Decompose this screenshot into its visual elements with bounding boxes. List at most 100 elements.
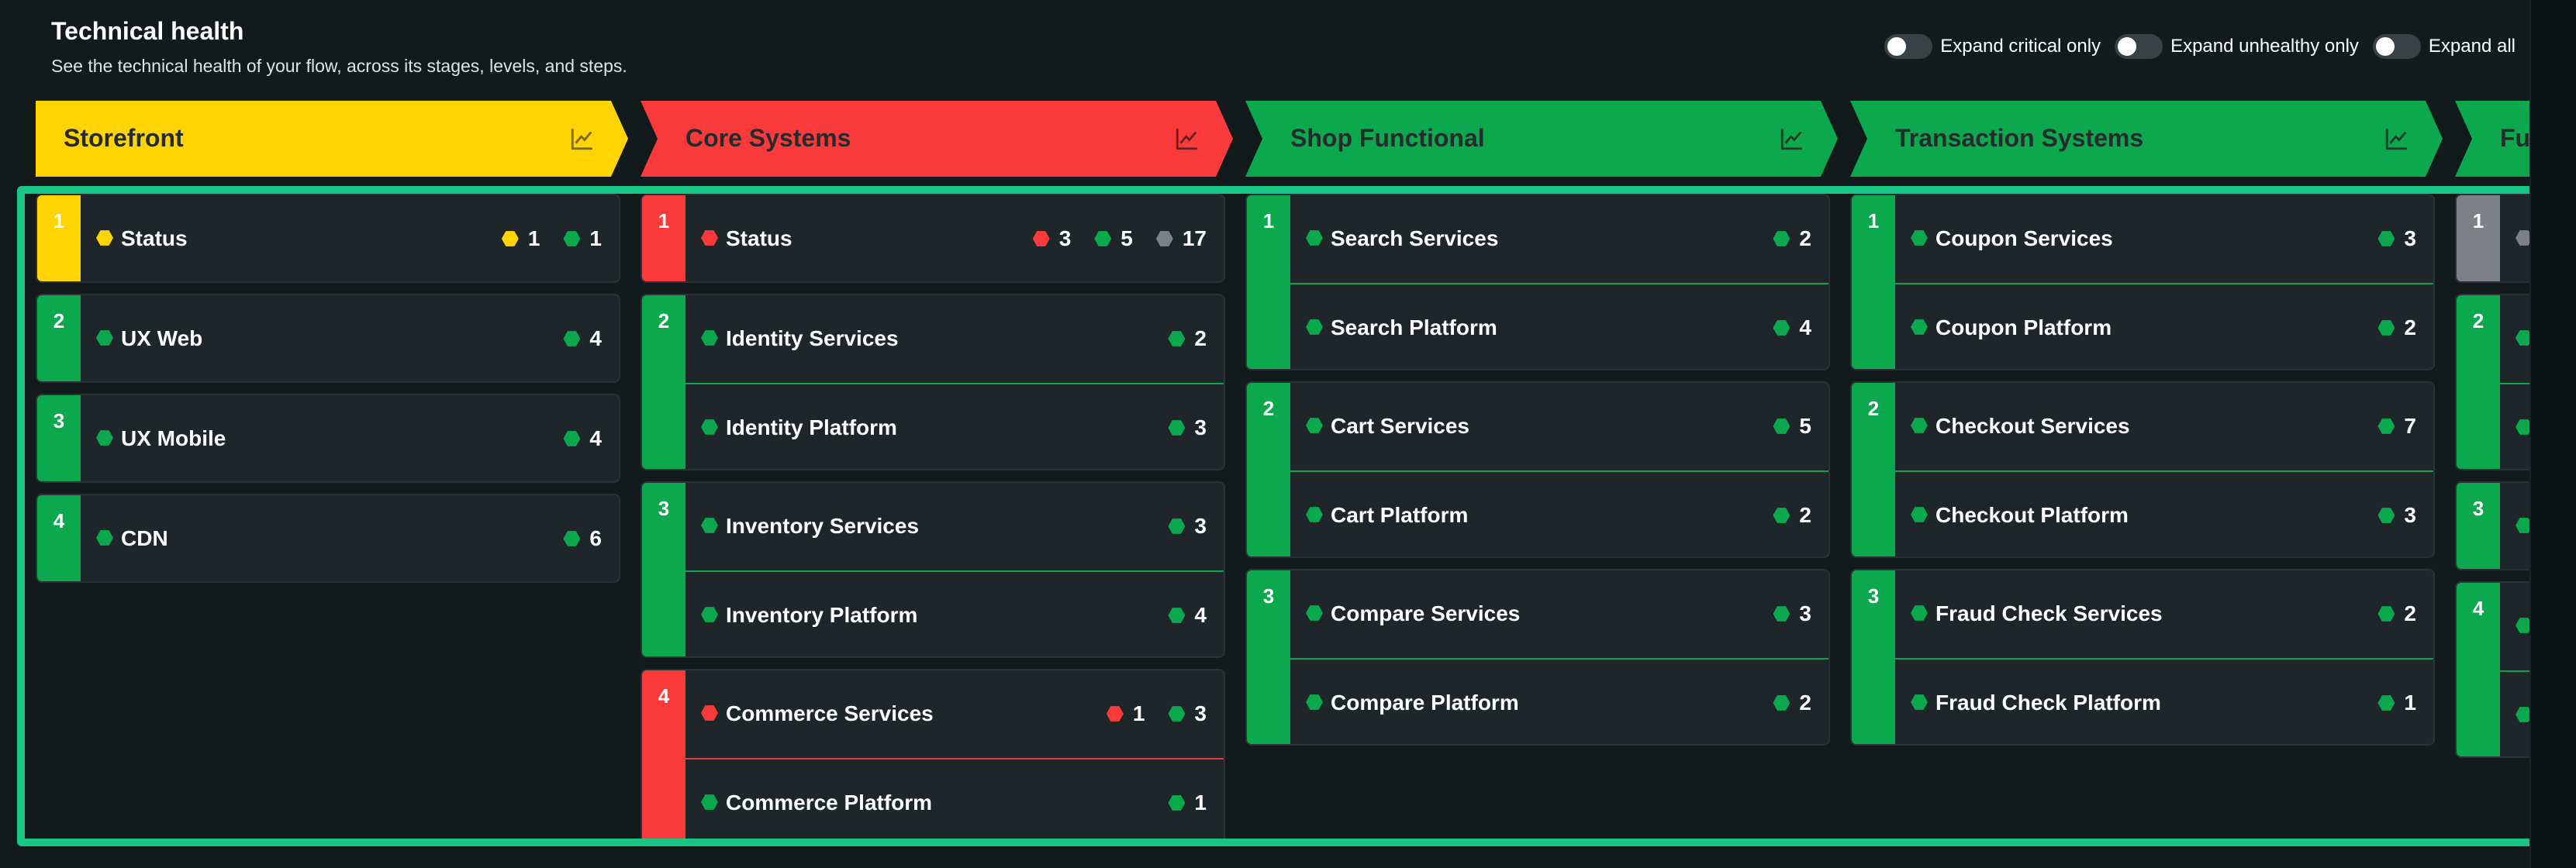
step-row-inventory-services[interactable]: Inventory Services 3 (685, 483, 1224, 569)
step-row-compare-services[interactable]: Compare Services 3 (1290, 570, 1828, 656)
status-counts: 1 (2354, 691, 2416, 715)
scrollbar-track[interactable] (2529, 0, 2576, 868)
level-card[interactable]: 1 Status 3 5 17 (641, 194, 1225, 283)
step-name: CDN (121, 526, 168, 550)
line-chart-icon[interactable] (2384, 126, 2410, 152)
step-row-step[interactable] (2500, 670, 2529, 756)
level-card[interactable]: 1 Search Services 2 Search Platform 4 (1245, 194, 1830, 370)
level-card[interactable]: 4 (2455, 581, 2529, 758)
level-card[interactable]: 3 Compare Services 3 Compare Platform 2 (1245, 569, 1830, 746)
step-name: Compare Services (1331, 601, 1521, 625)
status-hexagon-icon (1306, 319, 1323, 335)
stage-header-fulfi[interactable]: Fulfi (2455, 101, 2529, 177)
level-card[interactable]: 3 Inventory Services 3 Inventory Platform 4 (641, 481, 1225, 658)
step-row-commerce-services[interactable]: Commerce Services 1 3 (685, 670, 1224, 756)
stage-header-storefront[interactable]: Storefront (36, 101, 628, 177)
level-card[interactable]: 2 Identity Services 2 Identity Platform 3 (641, 294, 1225, 470)
stage-name: Transaction Systems (1895, 124, 2144, 152)
toggle-expand-all[interactable]: Expand all (2372, 34, 2516, 59)
step-row-fraud-check-services[interactable]: Fraud Check Services 2 (1895, 570, 2433, 656)
step-row-identity-platform[interactable]: Identity Platform 3 (685, 383, 1224, 469)
line-chart-icon[interactable] (569, 126, 596, 152)
stage-name: Fulfi (2500, 124, 2529, 152)
step-row-cdn[interactable]: CDN 6 (81, 495, 619, 581)
level-card[interactable]: 3 UX Mobile 4 (36, 394, 620, 483)
step-row-status[interactable]: Status 3 5 17 (685, 195, 1224, 281)
toggle-switch-icon[interactable] (2115, 34, 2163, 59)
step-row-step[interactable] (2500, 483, 2529, 569)
level-card[interactable]: 2 UX Web 4 (36, 294, 620, 383)
status-hexagon-icon (1168, 518, 1186, 534)
level-number: 2 (642, 295, 685, 469)
status-hexagon-icon (2377, 508, 2395, 523)
step-row-step[interactable] (2500, 383, 2529, 469)
status-count-value: 1 (1132, 701, 1145, 725)
status-hexagon-icon (1773, 231, 1790, 246)
step-name: Identity Services (726, 326, 899, 350)
status-hexagon-icon (2516, 330, 2529, 346)
toggle-expand-critical[interactable]: Expand critical only (1884, 34, 2101, 59)
step-row-checkout-platform[interactable]: Checkout Platform 3 (1895, 470, 2433, 556)
stage-header-core-systems[interactable]: Core Systems (641, 101, 1233, 177)
level-card[interactable]: 2 Cart Services 5 Cart Platform 2 (1245, 381, 1830, 558)
level-card[interactable]: 1 (2455, 194, 2529, 283)
toggle-expand-unhealthy[interactable]: Expand unhealthy only (2115, 34, 2359, 59)
step-row-compare-platform[interactable]: Compare Platform 2 (1290, 658, 1828, 744)
status-count: 6 (563, 526, 602, 551)
line-chart-icon[interactable] (1174, 126, 1200, 152)
status-count: 17 (1155, 226, 1207, 251)
status-hexagon-icon (701, 330, 718, 346)
level-number: 2 (1852, 383, 1895, 556)
level-card[interactable]: 2 Checkout Services 7 Checkout Platform 3 (1850, 381, 2435, 558)
step-row-step[interactable] (2500, 195, 2529, 281)
status-count-value: 5 (1799, 414, 1811, 438)
stage-name: Shop Functional (1290, 124, 1485, 152)
level-card[interactable]: 3 (2455, 481, 2529, 570)
toggle-label: Expand unhealthy only (2170, 36, 2359, 57)
step-row-step[interactable] (2500, 295, 2529, 381)
step-row-cart-services[interactable]: Cart Services 5 (1290, 383, 1828, 469)
level-card[interactable]: 1 Coupon Services 3 Coupon Platform 2 (1850, 194, 2435, 370)
status-hexagon-icon (2516, 230, 2529, 246)
step-row-step[interactable] (2500, 583, 2529, 669)
status-count: 4 (1168, 603, 1207, 628)
stages-scroller[interactable]: Storefront 1 Status 1 1 2 UX Web 4 3 UX Mobile 4 4 C… (0, 101, 2529, 868)
toggle-switch-icon[interactable] (2372, 34, 2421, 59)
stage-header-transaction-systems[interactable]: Transaction Systems (1850, 101, 2443, 177)
level-card[interactable]: 2 (2455, 294, 2529, 470)
step-row-cart-platform[interactable]: Cart Platform 2 (1290, 470, 1828, 556)
status-hexagon-icon (501, 231, 519, 246)
step-row-coupon-services[interactable]: Coupon Services 3 (1895, 195, 2433, 281)
step-row-identity-services[interactable]: Identity Services 2 (685, 295, 1224, 381)
status-hexagon-icon (701, 607, 718, 622)
step-row-ux-mobile[interactable]: UX Mobile 4 (81, 395, 619, 481)
level-card[interactable]: 4 CDN 6 (36, 494, 620, 583)
line-chart-icon[interactable] (1779, 126, 1805, 152)
step-row-inventory-platform[interactable]: Inventory Platform 4 (685, 570, 1224, 656)
status-hexagon-icon (2377, 418, 2395, 434)
level-card[interactable]: 3 Fraud Check Services 2 Fraud Check Platfo… (1850, 569, 2435, 746)
status-count-value: 4 (589, 426, 602, 450)
step-row-search-services[interactable]: Search Services 2 (1290, 195, 1828, 281)
step-row-search-platform[interactable]: Search Platform 4 (1290, 283, 1828, 369)
step-row-ux-web[interactable]: UX Web 4 (81, 295, 619, 381)
level-card[interactable]: 4 Commerce Services 1 3 Commerce Platform 1 (641, 669, 1225, 846)
step-row-commerce-platform[interactable]: Commerce Platform 1 (685, 758, 1224, 844)
status-count-value: 3 (2404, 226, 2416, 250)
step-row-checkout-services[interactable]: Checkout Services 7 (1895, 383, 2433, 469)
stage-header-shop-functional[interactable]: Shop Functional (1245, 101, 1838, 177)
step-name: Inventory Platform (726, 603, 918, 627)
status-hexagon-icon (1306, 507, 1323, 522)
status-count-value: 3 (1194, 514, 1207, 538)
status-hexagon-icon (1306, 230, 1323, 246)
toggle-switch-icon[interactable] (1884, 34, 1933, 59)
level-card[interactable]: 1 Status 1 1 (36, 194, 620, 283)
status-counts: 4 (1749, 315, 1811, 340)
step-row-status[interactable]: Status 1 1 (81, 195, 619, 281)
step-name: UX Mobile (121, 426, 226, 450)
status-count-value: 6 (589, 526, 602, 550)
step-name: Status (121, 226, 188, 250)
step-row-coupon-platform[interactable]: Coupon Platform 2 (1895, 283, 2433, 369)
step-row-fraud-check-platform[interactable]: Fraud Check Platform 1 (1895, 658, 2433, 744)
